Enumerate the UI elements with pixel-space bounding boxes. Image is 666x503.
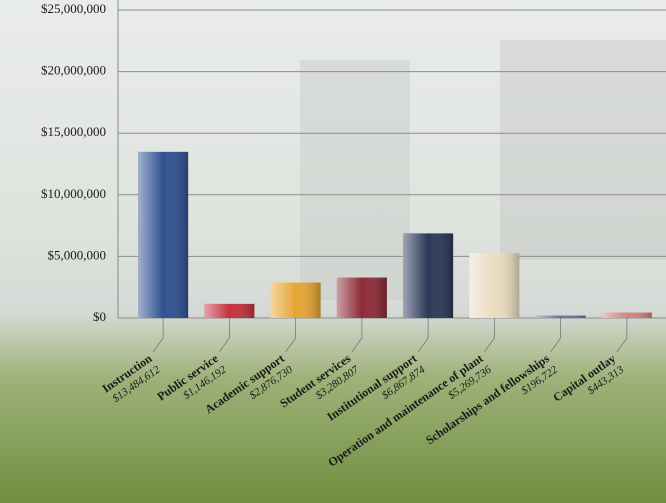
bar-shading [535, 315, 586, 318]
bar-shading [336, 277, 387, 318]
bar-shading [403, 233, 454, 318]
y-tick-label: $15,000,000 [41, 124, 106, 139]
leader-line [285, 318, 297, 353]
leader-line [484, 318, 495, 353]
leader-line [351, 318, 363, 353]
background-shape [300, 60, 410, 300]
y-tick-label: $0 [93, 309, 106, 324]
leader-line [219, 318, 230, 353]
y-tick-label: $20,000,000 [41, 63, 106, 78]
bar-shading [138, 151, 189, 318]
y-tick-label: $5,000,000 [48, 247, 107, 262]
leader-line [417, 318, 429, 353]
y-tick-label: $10,000,000 [41, 186, 106, 201]
bar-shading [469, 253, 520, 318]
y-tick-label: $25,000,000 [41, 1, 106, 16]
leader-line [616, 318, 628, 353]
leader-line [550, 318, 562, 353]
background-shape [500, 40, 666, 260]
bar-shading [270, 282, 321, 318]
bar-shading [601, 312, 652, 318]
bar-shading [204, 303, 255, 318]
leader-line [152, 318, 164, 353]
